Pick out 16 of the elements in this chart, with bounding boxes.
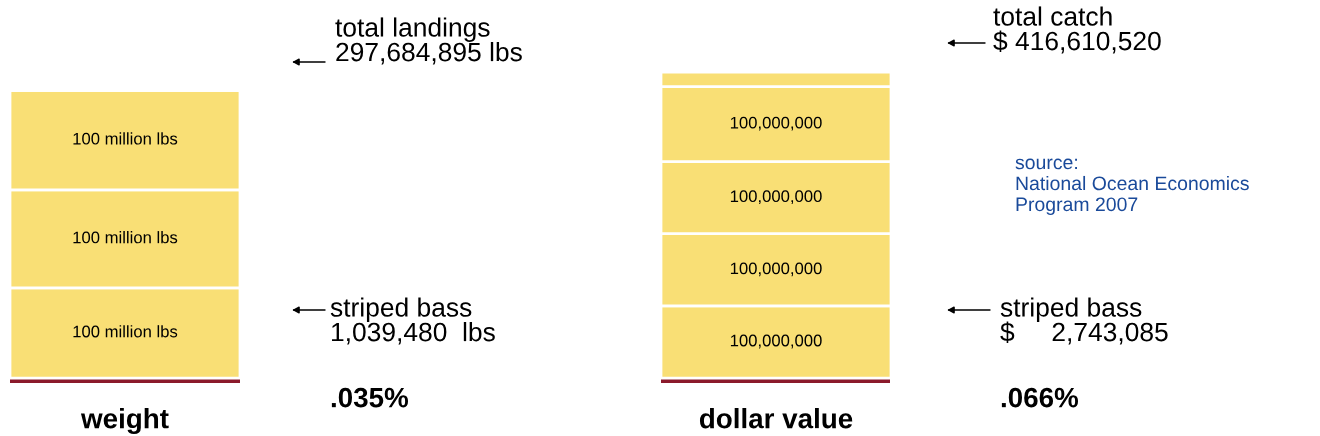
x-tick-label: weight [80,408,169,435]
annotation: 100,000,000 [730,334,822,349]
annotation: striped bass $ 2,743,085 [1000,297,1168,345]
annotation: source: National Ocean Economics Program 2007 [1015,158,1249,216]
annotation: 100 million lbs [73,231,178,244]
annotation: 100,000,000 [730,190,822,205]
text: .035% [331,387,409,408]
text: total landings 297,684,895 lbs [335,17,522,65]
x-tick-label: dollar value [699,408,853,429]
annotation: 100,000,000 [730,262,822,277]
annotation: striped bass 1,039,480 lbs [330,297,495,345]
annotation: 100,000,000 [730,116,822,131]
text: total catch $ 416,610,520 [993,6,1161,54]
text: .066% [1001,387,1079,408]
annotation: 100 million lbs [73,132,178,145]
annotation: 100 million lbs [73,325,178,338]
